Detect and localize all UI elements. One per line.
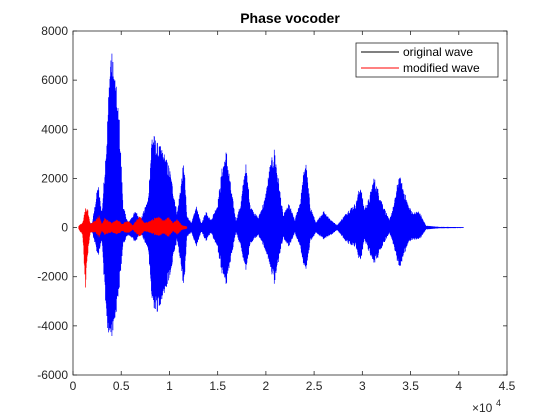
x-tick-label: 2.5 <box>306 379 323 393</box>
x-tick-label: 3.5 <box>402 379 419 393</box>
x-tick-label: 1.5 <box>209 379 226 393</box>
legend-box <box>355 42 499 78</box>
x-tick-label: 4 <box>455 379 462 393</box>
legend-label-modified: modified wave <box>403 61 480 75</box>
x-tick-label: 1 <box>166 379 173 393</box>
y-tick-label: -6000 <box>37 368 68 382</box>
y-tick-label: 2000 <box>41 171 68 185</box>
legend: original wave modified wave <box>355 42 499 78</box>
legend-label-original: original wave <box>403 45 473 59</box>
x-exponent-base: ×10 <box>472 401 493 415</box>
y-axis: -6000 -4000 -2000 0 2000 4000 6000 8000 <box>37 24 507 382</box>
y-tick-label: 4000 <box>41 122 68 136</box>
x-tick-label: 3 <box>359 379 366 393</box>
y-tick-label: 6000 <box>41 73 68 87</box>
series-layer <box>78 53 464 336</box>
x-tick-label: 2 <box>263 379 270 393</box>
y-tick-label: -4000 <box>37 319 68 333</box>
series-modified-wave-waveform <box>78 208 188 288</box>
x-axis: 0 0.5 1 1.5 2 2.5 3 3.5 4 4.5 <box>70 31 516 393</box>
x-tick-label: 4.5 <box>499 379 516 393</box>
plot-area <box>73 31 507 375</box>
x-tick-label: 0.5 <box>113 379 130 393</box>
y-tick-label: 0 <box>61 221 68 235</box>
x-tick-label: 0 <box>70 379 77 393</box>
y-tick-label: 8000 <box>41 24 68 38</box>
y-tick-label: -2000 <box>37 270 68 284</box>
series-modified-wave <box>78 208 188 288</box>
axes-box <box>72 30 508 376</box>
chart-title: Phase vocoder <box>240 10 340 26</box>
x-exponent-power: 4 <box>496 398 501 408</box>
